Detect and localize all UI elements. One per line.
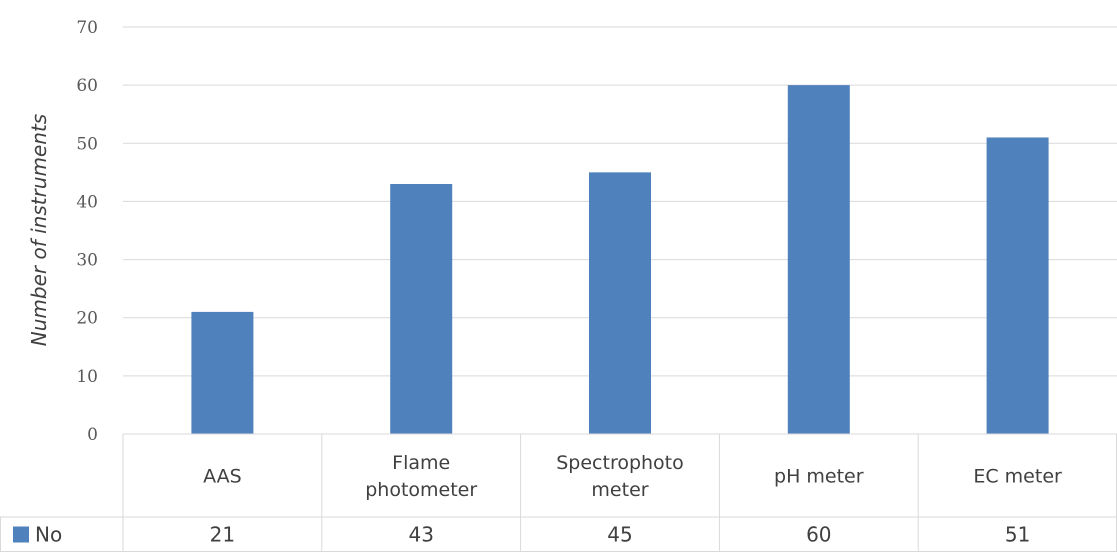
category-label: EC meter	[973, 466, 1062, 488]
category-label: Flame photometer	[365, 452, 477, 501]
y-tick-label: 70	[76, 18, 98, 38]
y-tick-label: 0	[87, 425, 98, 445]
y-axis-label: Number of instruments	[27, 114, 51, 346]
table-value-cell: 43	[408, 523, 433, 547]
y-tick-label: 30	[76, 251, 98, 271]
y-tick-label: 10	[76, 367, 98, 387]
y-tick-label: 50	[76, 134, 98, 154]
y-tick-label: 40	[76, 192, 98, 212]
table-value-cell: 60	[806, 523, 831, 547]
bar	[787, 85, 850, 435]
legend-label: No	[35, 523, 62, 547]
y-tick-labels: 0 10 20 30 40 50 60 70	[76, 18, 98, 445]
table-value-cell: 21	[210, 523, 235, 547]
table-value-cell: 45	[607, 523, 632, 547]
bar	[191, 311, 254, 434]
bar	[986, 137, 1049, 434]
bar	[589, 172, 651, 434]
y-tick-label: 60	[76, 76, 98, 96]
table-value-cell: 51	[1005, 523, 1030, 547]
bars	[191, 85, 1049, 435]
category-label: AAS	[203, 466, 242, 488]
category-label: pH meter	[774, 466, 864, 488]
bar	[390, 183, 453, 434]
y-tick-label: 20	[76, 309, 98, 329]
legend-swatch	[13, 526, 29, 543]
category-label: Spectrophoto meter	[556, 452, 684, 501]
data-table: AAS Flame photometer Spectrophoto meter pH me…	[0, 433, 1117, 552]
